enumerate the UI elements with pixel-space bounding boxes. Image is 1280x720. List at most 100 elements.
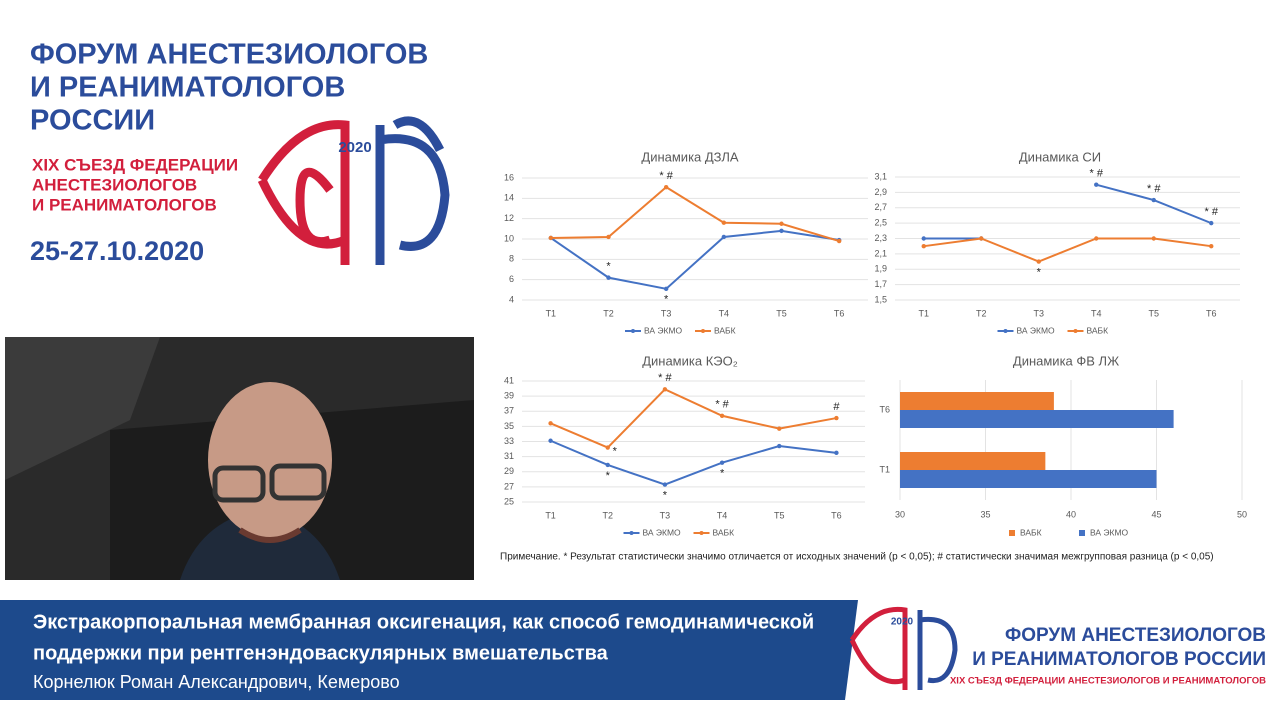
data-point: [777, 426, 782, 431]
x-tick-label: T5: [774, 510, 785, 520]
x-tick-label: T3: [661, 308, 672, 318]
x-tick-label: T2: [602, 510, 613, 520]
y-tick-label: 2,1: [874, 248, 887, 258]
y-tick-label: 2,5: [874, 218, 887, 228]
talk-title: Экстракорпоральная мембранная оксигенаци…: [33, 611, 814, 633]
y-tick-label: 1,5: [874, 294, 887, 304]
x-tick-label: T5: [1148, 308, 1159, 318]
x-tick-label: 35: [980, 509, 990, 519]
legend-label: ВАБК: [1020, 527, 1042, 537]
logo: [257, 116, 450, 265]
annotation: * #: [1147, 183, 1161, 195]
y-tick-label: 16: [504, 172, 514, 182]
y-tick-label: 31: [504, 451, 514, 461]
data-point: [1036, 259, 1041, 264]
note: Примечание. * Результат статистически зн…: [500, 552, 1214, 563]
data-point: [606, 234, 611, 240]
banner-logo: [849, 606, 958, 690]
x-tick-label: 30: [895, 509, 905, 519]
x-tick-label: 40: [1066, 509, 1076, 519]
data-point: [1094, 236, 1099, 241]
data-point: [663, 184, 669, 190]
data-point: [836, 238, 842, 244]
series-line: [550, 439, 837, 486]
forum-title: И РЕАНИМАТОЛОГОВ: [30, 72, 345, 104]
chart-title: Динамика КЭО₂: [642, 353, 738, 368]
y-tick-label: 14: [504, 193, 514, 203]
x-tick-label: T5: [776, 308, 787, 318]
x-tick-label: T4: [719, 308, 730, 318]
legend-label: ВАБК: [713, 527, 735, 537]
data-point: [1151, 197, 1156, 203]
y-tick-label: 25: [504, 496, 514, 506]
annotation: * #: [1205, 206, 1219, 218]
dates: 25-27.10.2020: [30, 236, 204, 266]
bar: [900, 392, 1054, 410]
legend-swatch: [1073, 329, 1078, 333]
banner-forum: И РЕАНИМАТОЛОГОВ РОССИИ: [972, 649, 1266, 670]
talk-title: поддержки при рентгенэндоваскулярных вме…: [33, 642, 609, 664]
y-tick-label: 1,7: [874, 279, 887, 289]
y-tick-label: 12: [504, 213, 514, 223]
bar: [900, 410, 1174, 428]
bar: [900, 470, 1157, 488]
x-tick-label: T4: [717, 510, 728, 520]
chart-title: Динамика ДЗЛА: [641, 149, 739, 164]
data-point: [606, 275, 611, 280]
series-line: [550, 185, 840, 242]
data-point: [548, 438, 553, 443]
banner-congress: XIX СЪЕЗД ФЕДЕРАЦИИ АНЕСТЕЗИОЛОГОВ И РЕА…: [950, 676, 1266, 687]
data-point: [548, 421, 553, 426]
data-point: [605, 462, 610, 468]
data-point: [662, 387, 668, 392]
y-tick-label: 1,9: [874, 264, 887, 274]
x-tick-label: T1: [918, 308, 929, 318]
x-tick-label: T6: [1206, 308, 1217, 318]
annotation: *: [663, 490, 668, 502]
congress-title: АНЕСТЕЗИОЛОГОВ: [32, 175, 197, 194]
annotation: *: [613, 445, 618, 457]
y-tick-label: 39: [504, 391, 514, 401]
data-point: [779, 228, 784, 234]
data-point: [1209, 243, 1214, 249]
x-tick-label: T1: [545, 510, 556, 520]
legend-swatch: [1009, 530, 1015, 536]
annotation: * #: [659, 170, 673, 182]
congress-title: И РЕАНИМАТОЛОГОВ: [32, 195, 217, 214]
x-tick-label: T6: [831, 510, 842, 520]
data-point: [1151, 236, 1156, 241]
y-tick-label: 2,9: [874, 187, 887, 197]
data-point: [834, 450, 839, 456]
annotation: * #: [1090, 168, 1104, 180]
chart-title: Динамика СИ: [1019, 149, 1101, 164]
data-point: [721, 234, 727, 240]
y-tick-label: T6: [879, 404, 890, 414]
data-point: [662, 482, 668, 487]
data-point: [663, 286, 669, 292]
data-point: [1094, 182, 1099, 187]
logo-year: 2020: [338, 139, 371, 156]
data-point: [921, 243, 926, 249]
legend-swatch: [629, 531, 634, 535]
y-tick-label: 37: [504, 406, 514, 416]
data-point: [979, 236, 984, 241]
legend-swatch: [1003, 329, 1008, 333]
y-tick-label: 27: [504, 481, 514, 491]
annotation: *: [1037, 266, 1042, 278]
data-point: [779, 221, 784, 226]
data-point: [721, 220, 727, 225]
x-tick-label: T6: [834, 308, 845, 318]
legend-label: ВА ЭКМО: [644, 325, 683, 335]
data-point: [719, 413, 725, 418]
x-tick-label: T3: [660, 510, 671, 520]
legend-label: ВАБК: [714, 325, 736, 335]
x-tick-label: T4: [1091, 308, 1102, 318]
y-tick-label: 35: [504, 421, 514, 431]
forum-title: ФОРУМ АНЕСТЕЗИОЛОГОВ: [30, 39, 428, 71]
data-point: [834, 415, 839, 421]
y-tick-label: 4: [509, 294, 514, 304]
x-tick-label: T2: [603, 308, 614, 318]
annotation: *: [606, 470, 611, 482]
series-line: [550, 229, 840, 290]
